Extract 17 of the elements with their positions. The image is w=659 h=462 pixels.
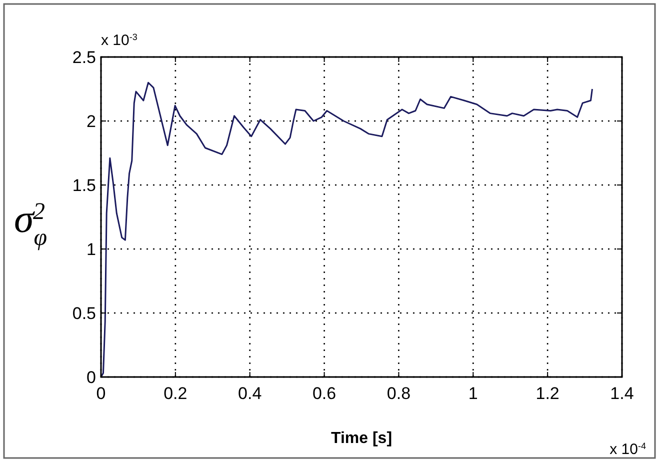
y-tick-label: 1.5 xyxy=(72,176,96,195)
y-tick-label: 2 xyxy=(86,112,96,131)
y-tick-label: 0.5 xyxy=(72,304,96,323)
x-tick-label: 0.2 xyxy=(164,384,188,403)
y-tick-label: 0 xyxy=(86,368,96,387)
y-tick-label: 1 xyxy=(86,240,96,259)
x-tick-label: 1 xyxy=(468,384,478,403)
x-tick-label: 1.2 xyxy=(536,384,560,403)
x-tick-label: 0.4 xyxy=(238,384,262,403)
x-axis-title: Time [s] xyxy=(330,430,392,447)
text: x 10$^{-3}$ xyxy=(101,32,138,49)
x-tick-label: 0.8 xyxy=(386,384,411,403)
text: x 10$^{-4}$ xyxy=(610,441,646,458)
x-tick-label: 0.6 xyxy=(312,384,336,403)
y-tick-label: 2.5 xyxy=(72,48,96,67)
line-series xyxy=(100,82,593,378)
x-tick-label: 1.4 xyxy=(610,384,634,403)
